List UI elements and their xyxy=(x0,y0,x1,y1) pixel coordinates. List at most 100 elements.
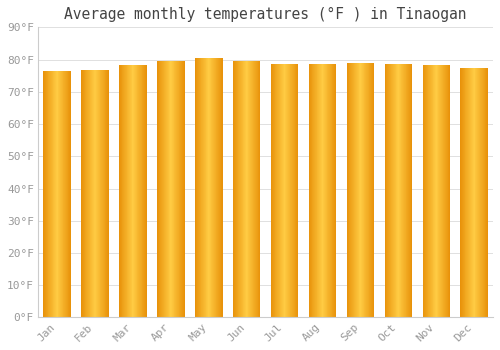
Bar xyxy=(172,61,173,317)
Bar xyxy=(276,64,277,317)
Bar xyxy=(427,65,428,317)
Bar xyxy=(125,65,126,317)
Bar xyxy=(275,64,276,317)
Bar xyxy=(347,63,348,317)
Bar xyxy=(394,64,395,317)
Bar xyxy=(390,64,391,317)
Bar xyxy=(83,70,84,317)
Bar xyxy=(59,71,60,317)
Bar xyxy=(220,58,221,317)
Bar xyxy=(289,64,290,317)
Bar xyxy=(100,70,101,317)
Bar xyxy=(55,71,56,317)
Bar xyxy=(278,64,279,317)
Bar xyxy=(45,71,46,317)
Bar xyxy=(312,64,313,317)
Bar xyxy=(441,65,442,317)
Bar xyxy=(428,65,429,317)
Bar xyxy=(271,64,272,317)
Bar xyxy=(282,64,283,317)
Bar xyxy=(273,64,274,317)
Bar xyxy=(401,64,402,317)
Bar xyxy=(320,64,321,317)
Bar xyxy=(50,71,51,317)
Title: Average monthly temperatures (°F ) in Tinaogan: Average monthly temperatures (°F ) in Ti… xyxy=(64,7,467,22)
Bar xyxy=(183,61,184,317)
Bar xyxy=(434,65,435,317)
Bar xyxy=(124,65,125,317)
Bar xyxy=(170,61,171,317)
Bar xyxy=(476,68,477,317)
Bar xyxy=(236,61,238,317)
Bar xyxy=(139,65,140,317)
Bar xyxy=(352,63,354,317)
Bar xyxy=(464,68,465,317)
Bar xyxy=(291,64,292,317)
Bar xyxy=(201,58,202,317)
Bar xyxy=(487,68,488,317)
Bar xyxy=(209,58,210,317)
Bar xyxy=(250,61,251,317)
Bar xyxy=(372,63,374,317)
Bar xyxy=(219,58,220,317)
Bar xyxy=(53,71,54,317)
Bar xyxy=(124,65,126,317)
Bar xyxy=(172,61,174,317)
Bar xyxy=(252,61,253,317)
Bar xyxy=(257,61,258,317)
Bar xyxy=(168,61,169,317)
Bar xyxy=(319,64,320,317)
Bar xyxy=(131,65,132,317)
Bar xyxy=(46,71,47,317)
Bar xyxy=(335,64,336,317)
Bar xyxy=(166,61,168,317)
Bar xyxy=(279,64,280,317)
Bar xyxy=(123,65,124,317)
Bar xyxy=(392,64,393,317)
Bar xyxy=(234,61,235,317)
Bar xyxy=(318,64,319,317)
Bar xyxy=(169,61,170,317)
Bar xyxy=(294,64,295,317)
Bar xyxy=(246,61,247,317)
Bar xyxy=(108,70,109,317)
Bar xyxy=(65,71,66,317)
Bar xyxy=(250,61,252,317)
Bar xyxy=(395,64,396,317)
Bar xyxy=(400,64,401,317)
Bar xyxy=(52,71,53,317)
Bar xyxy=(98,70,99,317)
Bar xyxy=(55,71,56,317)
Bar xyxy=(195,58,196,317)
Bar xyxy=(104,70,105,317)
Bar xyxy=(388,64,390,317)
Bar xyxy=(182,61,183,317)
Bar xyxy=(446,65,447,317)
Bar xyxy=(369,63,370,317)
Bar xyxy=(272,64,273,317)
Bar xyxy=(280,64,281,317)
Bar xyxy=(255,61,256,317)
Bar xyxy=(200,58,201,317)
Bar xyxy=(142,65,143,317)
Bar xyxy=(479,68,480,317)
Bar xyxy=(334,64,336,317)
Bar xyxy=(482,68,483,317)
Bar xyxy=(176,61,177,317)
Bar xyxy=(437,65,438,317)
Bar xyxy=(410,64,411,317)
Bar xyxy=(84,70,85,317)
Bar xyxy=(272,64,274,317)
Bar xyxy=(202,58,203,317)
Bar xyxy=(128,65,129,317)
Bar xyxy=(163,61,164,317)
Bar xyxy=(158,61,159,317)
Bar xyxy=(106,70,107,317)
Bar xyxy=(366,63,368,317)
Bar xyxy=(93,70,94,317)
Bar xyxy=(287,64,288,317)
Bar xyxy=(288,64,289,317)
Bar xyxy=(239,61,240,317)
Bar xyxy=(99,70,100,317)
Bar xyxy=(215,58,216,317)
